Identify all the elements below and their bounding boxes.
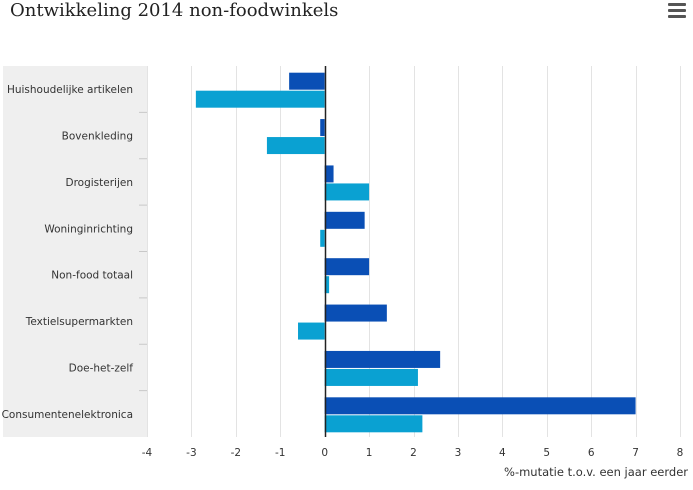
bar-series-1-2 — [324, 165, 334, 183]
bar-series-2-0 — [195, 90, 325, 108]
bar-series-2-5 — [298, 322, 325, 340]
x-axis-title: %-mutatie t.o.v. een jaar eerder — [504, 465, 688, 479]
x-tick-label: 2 — [410, 447, 417, 459]
category-label: Consumentenelektronica — [2, 409, 133, 421]
chart-title: Ontwikkeling 2014 non-foodwinkels — [10, 0, 339, 21]
x-tick-label: -1 — [275, 447, 285, 459]
x-tick-label: -3 — [186, 447, 196, 459]
category-label: Bovenkleding — [62, 131, 133, 143]
category-label: Non-food totaal — [51, 270, 133, 282]
bar-series-1-4 — [324, 258, 370, 276]
bar-series-2-7 — [324, 415, 423, 433]
category-label: Drogisterijen — [66, 177, 134, 189]
bar-series-2-6 — [324, 368, 418, 386]
bar-series-1-5 — [324, 304, 387, 322]
x-tick-label: -2 — [231, 447, 241, 459]
bar-series-2-2 — [324, 183, 370, 201]
x-tick-label: 0 — [321, 447, 328, 459]
x-tick-label: 4 — [499, 447, 506, 459]
x-tick-label: 1 — [366, 447, 373, 459]
x-tick-label: 7 — [632, 447, 639, 459]
x-tick-label: 8 — [677, 447, 684, 459]
bar-series-2-3 — [320, 229, 325, 247]
bar-series-2-1 — [266, 137, 325, 155]
bar-series-1-7 — [324, 397, 636, 415]
bar-series-1-6 — [324, 350, 441, 368]
bar-series-1-1 — [320, 119, 325, 137]
category-label: Doe-het-zelf — [69, 362, 134, 374]
bar-series-1-0 — [289, 72, 325, 90]
category-label: Huishoudelijke artikelen — [7, 84, 133, 96]
bar-series-2-4 — [324, 276, 330, 294]
category-label: Woninginrichting — [44, 223, 133, 235]
category-label: Textielsupermarkten — [25, 316, 133, 328]
category-band — [3, 66, 147, 437]
hamburger-menu-icon[interactable] — [668, 3, 686, 19]
x-tick-label: -4 — [142, 447, 153, 459]
bar-series-1-3 — [324, 211, 365, 229]
x-tick-label: 3 — [455, 447, 462, 459]
x-tick-label: 5 — [543, 447, 550, 459]
x-tick-label: 6 — [588, 447, 595, 459]
